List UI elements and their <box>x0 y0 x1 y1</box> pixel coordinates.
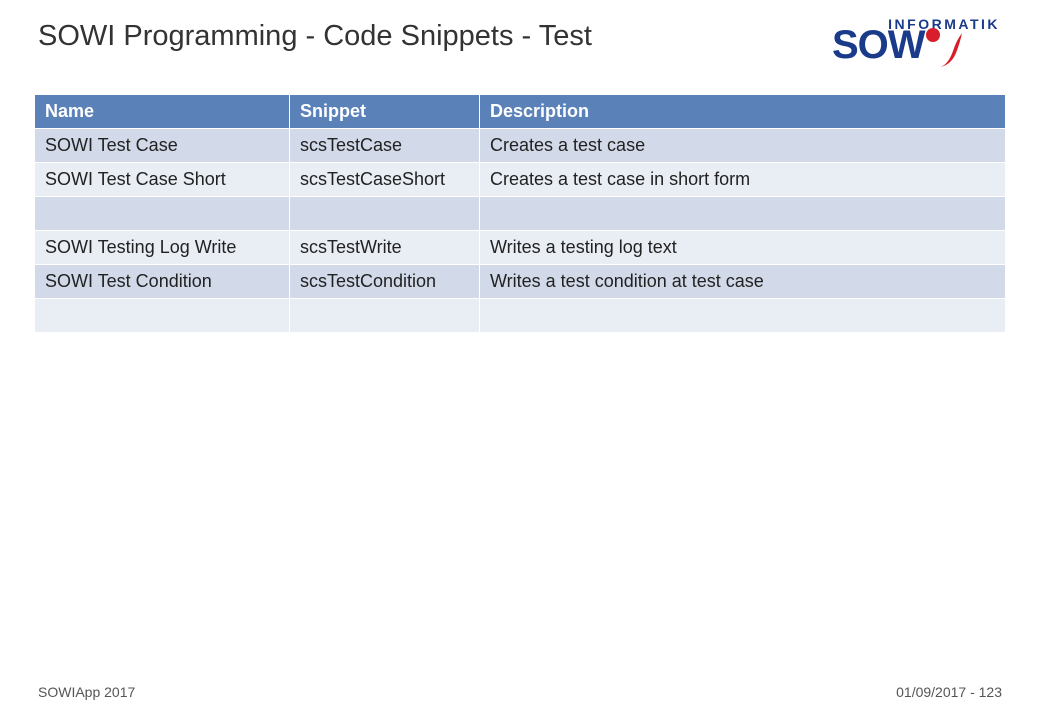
table-row: SOWI Test Case Short scsTestCaseShort Cr… <box>35 163 1006 197</box>
cell-name: SOWI Testing Log Write <box>35 231 290 265</box>
logo-text: SOW <box>832 28 925 62</box>
col-header-name: Name <box>35 95 290 129</box>
footer-left: SOWIApp 2017 <box>38 684 135 700</box>
col-header-snippet: Snippet <box>290 95 480 129</box>
table-row: SOWI Test Case scsTestCase Creates a tes… <box>35 129 1006 163</box>
logo: INFORMATIK SOW <box>832 16 1002 72</box>
cell-snippet: scsTestCase <box>290 129 480 163</box>
footer: SOWIApp 2017 01/09/2017 - 123 <box>38 684 1002 700</box>
table-row <box>35 197 1006 231</box>
cell-name: SOWI Test Case Short <box>35 163 290 197</box>
logo-swoosh-icon <box>938 29 964 65</box>
cell-description: Writes a testing log text <box>480 231 1006 265</box>
snippets-table: Name Snippet Description SOWI Test Case … <box>34 94 1006 333</box>
page: SOWI Programming - Code Snippets - Test … <box>0 0 1040 720</box>
cell-description <box>480 197 1006 231</box>
cell-name <box>35 299 290 333</box>
footer-right: 01/09/2017 - 123 <box>896 684 1002 700</box>
table-row: SOWI Test Condition scsTestCondition Wri… <box>35 265 1006 299</box>
cell-snippet <box>290 299 480 333</box>
content: Name Snippet Description SOWI Test Case … <box>34 94 1006 333</box>
cell-snippet: scsTestCondition <box>290 265 480 299</box>
cell-description <box>480 299 1006 333</box>
cell-name: SOWI Test Condition <box>35 265 290 299</box>
cell-snippet: scsTestCaseShort <box>290 163 480 197</box>
cell-name <box>35 197 290 231</box>
cell-name: SOWI Test Case <box>35 129 290 163</box>
table-row: SOWI Testing Log Write scsTestWrite Writ… <box>35 231 1006 265</box>
table-header-row: Name Snippet Description <box>35 95 1006 129</box>
cell-description: Creates a test case in short form <box>480 163 1006 197</box>
logo-main: SOW <box>832 28 1002 62</box>
table-row <box>35 299 1006 333</box>
cell-description: Creates a test case <box>480 129 1006 163</box>
header: SOWI Programming - Code Snippets - Test … <box>38 20 1002 80</box>
cell-description: Writes a test condition at test case <box>480 265 1006 299</box>
col-header-description: Description <box>480 95 1006 129</box>
cell-snippet: scsTestWrite <box>290 231 480 265</box>
cell-snippet <box>290 197 480 231</box>
